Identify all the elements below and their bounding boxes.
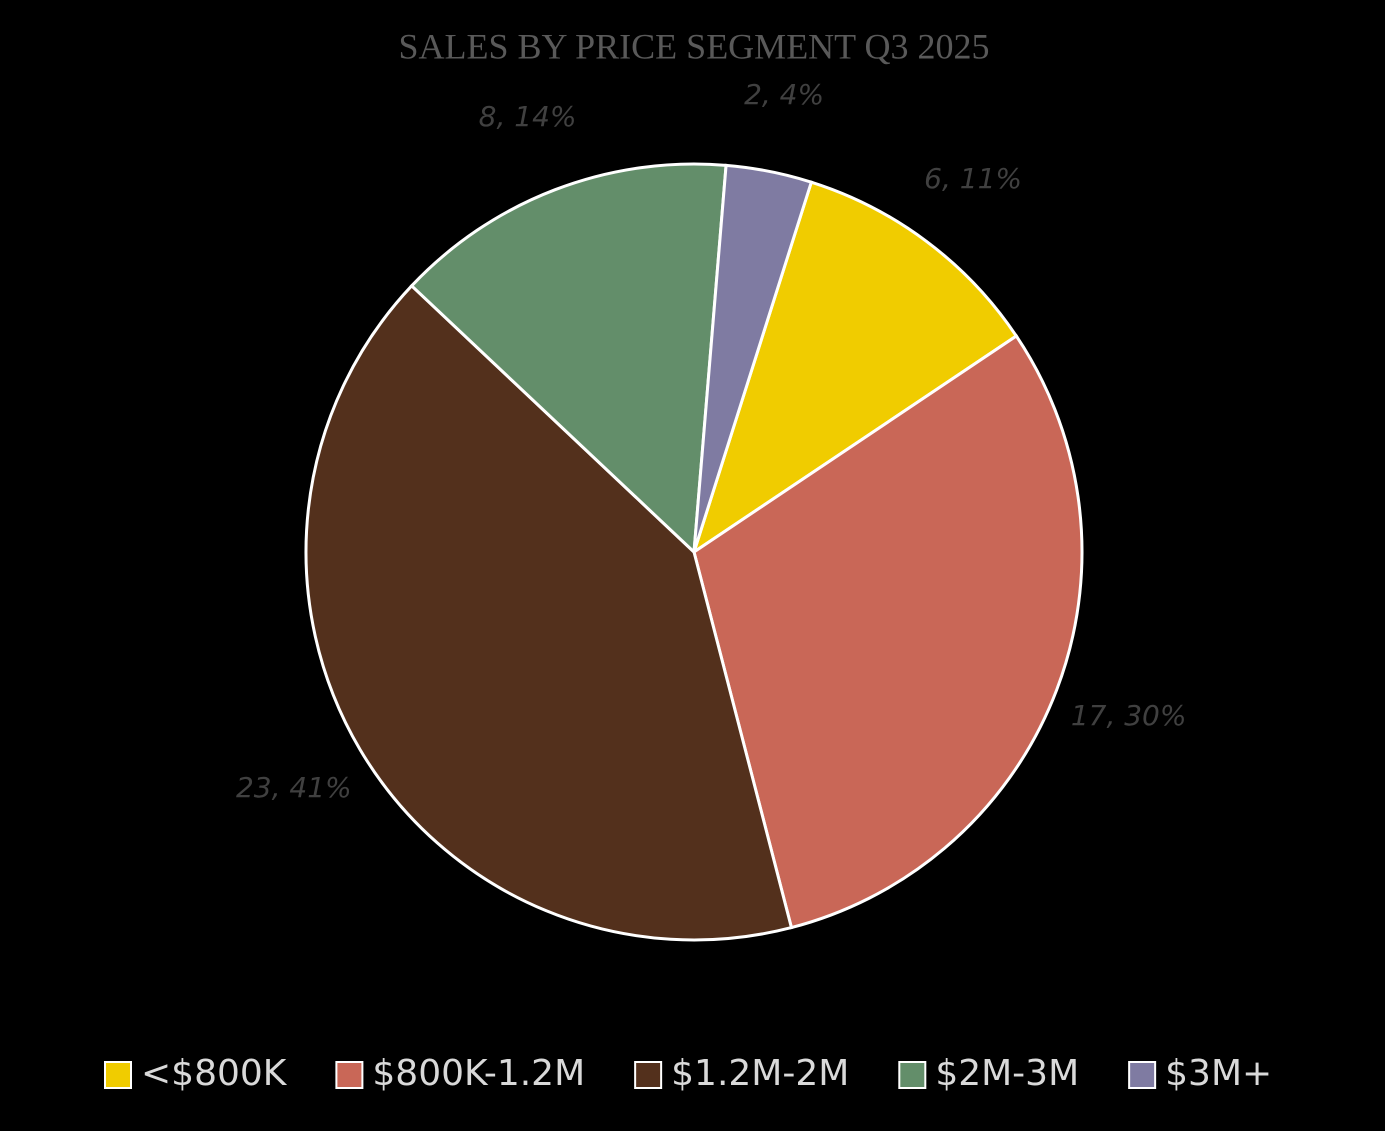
legend-label: $1.2M-2M — [671, 1053, 849, 1094]
pie-slice — [304, 283, 794, 942]
data-label: 6, 11% — [924, 162, 1022, 195]
legend-swatch — [634, 1061, 663, 1089]
legend-swatch — [898, 1061, 927, 1089]
data-label: 8, 14% — [479, 100, 577, 133]
legend-swatch — [335, 1061, 364, 1089]
legend-label: <$800K — [141, 1053, 288, 1094]
pie-slice — [692, 163, 814, 553]
data-label: 17, 30% — [1071, 699, 1187, 732]
pie-slice — [691, 180, 1019, 556]
pie-slice — [692, 333, 1084, 930]
legend-label: $800K-1.2M — [372, 1053, 585, 1094]
pie-slice — [409, 162, 728, 556]
legend-label: $3M+ — [1165, 1053, 1272, 1094]
data-label: 23, 41% — [236, 771, 352, 804]
data-label: 2, 4% — [744, 78, 824, 111]
legend-label: $2M-3M — [935, 1053, 1079, 1094]
chart-title: SALES BY PRICE SEGMENT Q3 2025 — [398, 26, 989, 66]
legend-swatch — [104, 1061, 132, 1089]
legend-swatch — [1128, 1061, 1157, 1089]
